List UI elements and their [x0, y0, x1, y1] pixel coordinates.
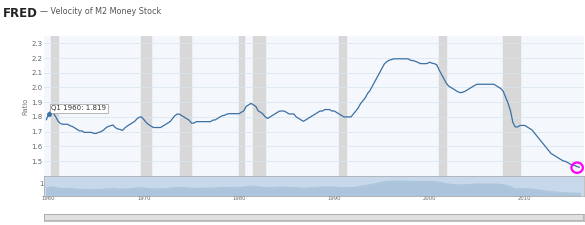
Bar — [180, 36, 191, 176]
Text: FRED: FRED — [3, 7, 38, 20]
Text: Q1 1960: 1.819: Q1 1960: 1.819 — [51, 106, 106, 111]
Bar — [439, 36, 446, 176]
Bar — [51, 36, 58, 176]
Bar — [253, 36, 265, 176]
Bar — [239, 36, 244, 176]
Y-axis label: Ratio: Ratio — [22, 97, 29, 115]
Bar — [503, 36, 520, 176]
Bar — [339, 36, 346, 176]
Text: — Velocity of M2 Money Stock: — Velocity of M2 Money Stock — [40, 7, 161, 16]
Bar — [142, 36, 151, 176]
